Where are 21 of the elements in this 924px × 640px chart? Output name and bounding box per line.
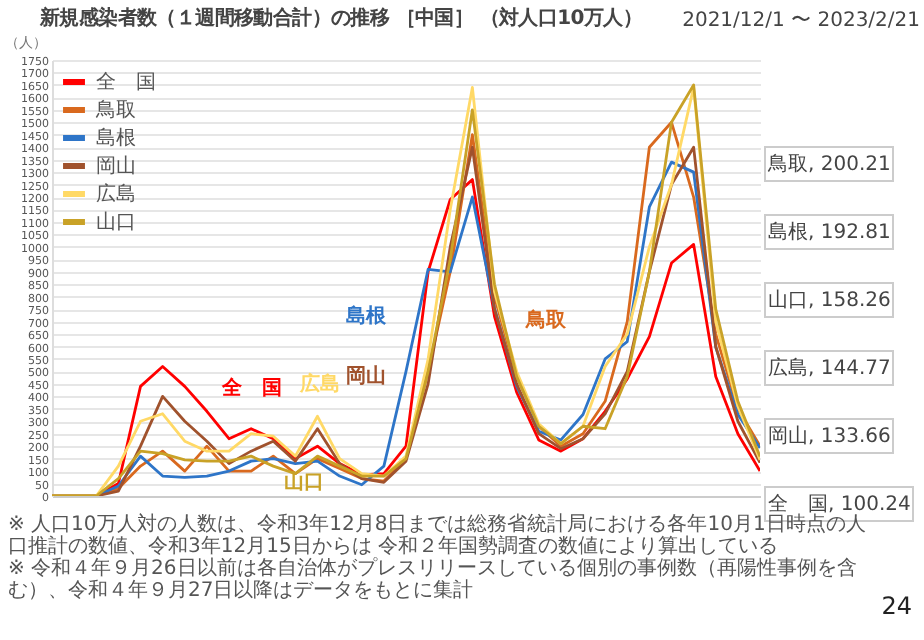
text: 全 国 — [222, 378, 282, 400]
text: 24 — [881, 592, 912, 620]
legend-label: 岡山 — [96, 154, 136, 178]
text: 2021/12/1 〜 2023/2/21 — [682, 8, 920, 34]
text: 広島, 144.77 — [764, 350, 895, 386]
text: 山口, 158.26 — [764, 282, 895, 318]
text: 島根 — [346, 306, 386, 328]
text: 山口 — [284, 472, 324, 494]
legend-label: 山口 — [96, 210, 136, 234]
legend-label: 広島 — [96, 182, 136, 206]
text: 岡山, 133.66 — [764, 418, 895, 454]
text: 鳥取 — [526, 310, 566, 332]
text: 鳥取, 200.21 — [764, 146, 895, 182]
text: 島根, 192.81 — [764, 214, 895, 250]
chart-title: 新規感染者数（１週間移動合計）の推移 ［中国］ （対人口10万人） — [40, 4, 642, 32]
legend-label: 鳥取 — [94, 98, 136, 122]
legend-label: 島根 — [96, 126, 136, 150]
text: ※ 令和４年９月26日以前は各自治体がプレスリリースしている個別の事例数（再陽性事例を含む）、令和４年９月27日以降はデータをもとに集計 — [8, 558, 859, 602]
text: 広島 — [300, 374, 340, 396]
legend-label: 全 国 — [96, 70, 156, 94]
text: 岡山 — [346, 366, 386, 388]
